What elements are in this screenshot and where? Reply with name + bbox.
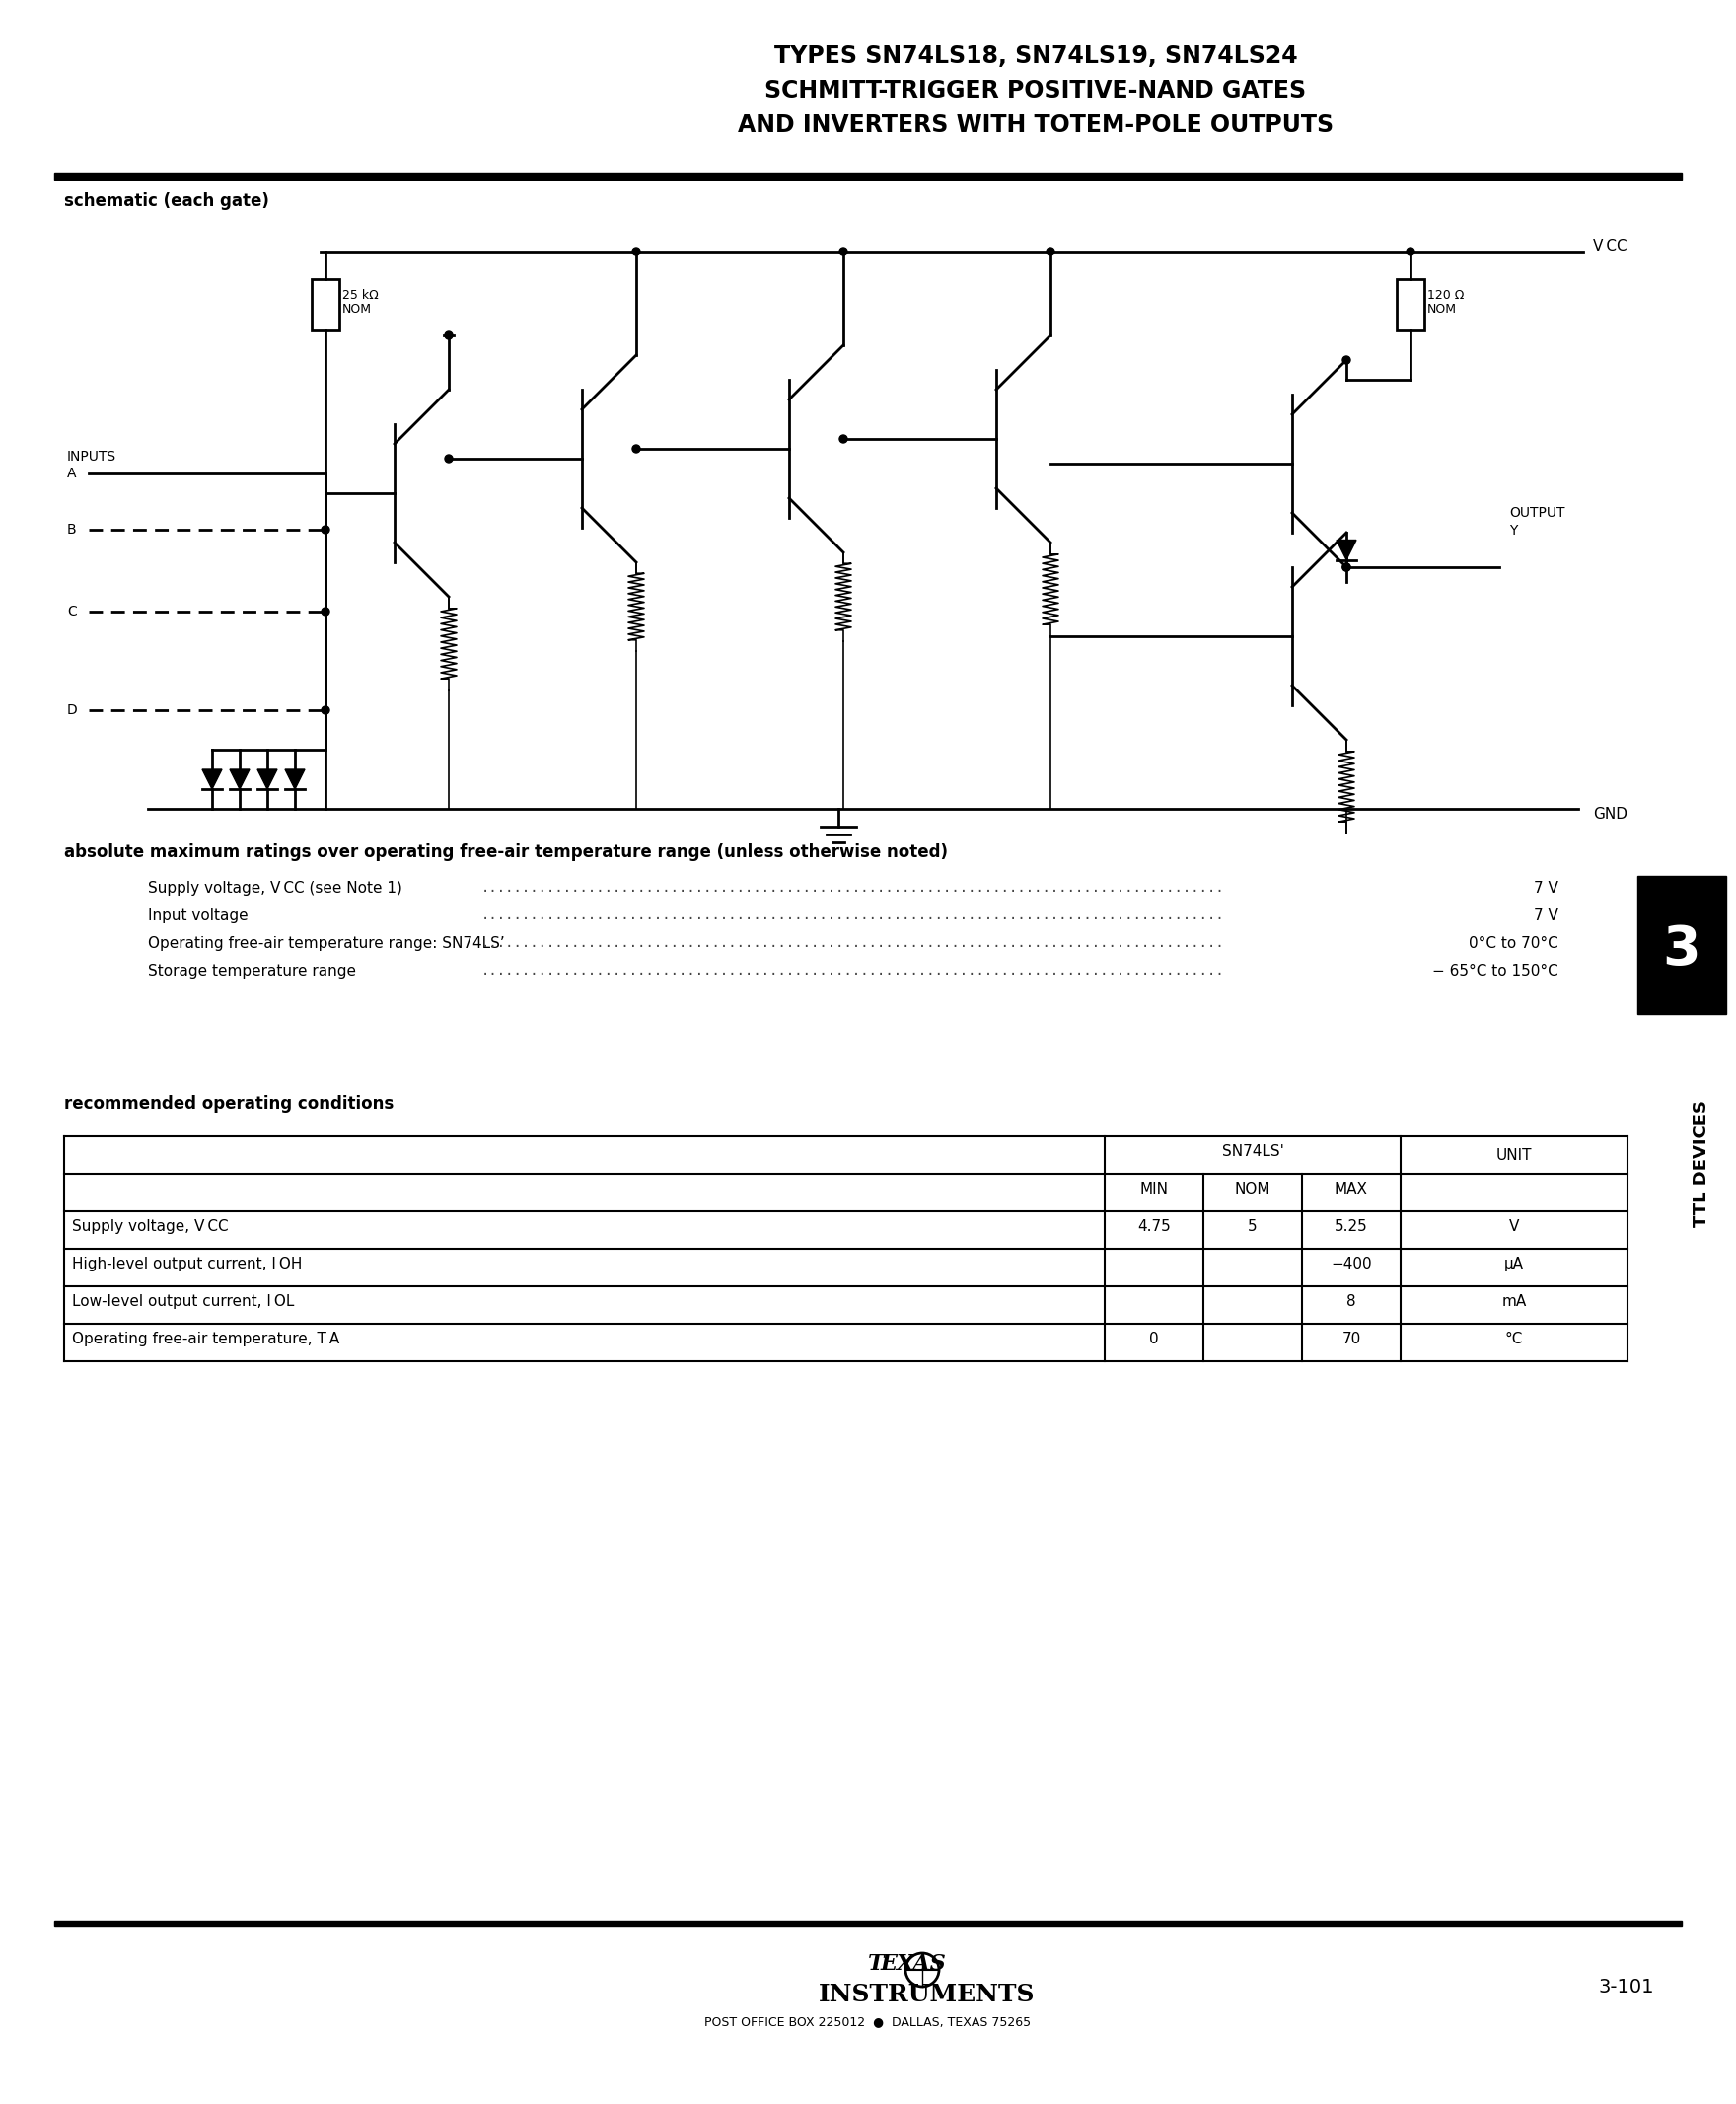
Text: INSTRUMENTS: INSTRUMENTS	[819, 1982, 1035, 2007]
Text: μA: μA	[1503, 1256, 1524, 1271]
Circle shape	[840, 248, 847, 255]
Text: NOM: NOM	[1234, 1182, 1271, 1197]
Text: 4.75: 4.75	[1137, 1218, 1170, 1233]
Polygon shape	[285, 770, 306, 789]
Circle shape	[1342, 356, 1351, 364]
Text: AND INVERTERS WITH TOTEM-POLE OUTPUTS: AND INVERTERS WITH TOTEM-POLE OUTPUTS	[738, 114, 1333, 137]
Text: schematic (each gate): schematic (each gate)	[64, 191, 269, 210]
Text: Operating free-air temperature, T A: Operating free-air temperature, T A	[71, 1332, 340, 1347]
Text: Input voltage: Input voltage	[148, 909, 248, 924]
Circle shape	[1047, 248, 1054, 255]
Text: SCHMITT-TRIGGER POSITIVE-NAND GATES: SCHMITT-TRIGGER POSITIVE-NAND GATES	[766, 80, 1307, 103]
Text: POST OFFICE BOX 225012  ●  DALLAS, TEXAS 75265: POST OFFICE BOX 225012 ● DALLAS, TEXAS 7…	[705, 2016, 1031, 2028]
Text: 7 V: 7 V	[1535, 909, 1559, 924]
Circle shape	[321, 608, 330, 616]
Text: V CC: V CC	[1594, 240, 1627, 255]
Text: Supply voltage, V CC: Supply voltage, V CC	[71, 1218, 229, 1233]
Text: NOM: NOM	[342, 303, 372, 316]
Text: ................................................................................: ........................................…	[481, 882, 1226, 894]
Text: TTL DEVICES: TTL DEVICES	[1693, 1100, 1710, 1227]
Text: Operating free-air temperature range: SN74LS’: Operating free-air temperature range: SN…	[148, 936, 505, 951]
Text: Low-level output current, I OL: Low-level output current, I OL	[71, 1294, 295, 1309]
Polygon shape	[229, 770, 250, 789]
Text: INPUTS: INPUTS	[68, 450, 116, 463]
Circle shape	[1406, 248, 1415, 255]
Circle shape	[632, 248, 641, 255]
Text: EXAS: EXAS	[880, 1953, 946, 1976]
Text: C: C	[68, 604, 76, 619]
Text: MAX: MAX	[1335, 1182, 1368, 1197]
Text: OUTPUT: OUTPUT	[1509, 507, 1564, 520]
Text: SN74LS': SN74LS'	[1222, 1145, 1283, 1159]
Text: 3: 3	[1663, 924, 1701, 976]
Text: Storage temperature range: Storage temperature range	[148, 964, 356, 978]
Polygon shape	[257, 770, 278, 789]
Text: 0: 0	[1149, 1332, 1160, 1347]
Text: recommended operating conditions: recommended operating conditions	[64, 1094, 394, 1113]
Text: T: T	[868, 1953, 884, 1976]
Text: 0°C to 70°C: 0°C to 70°C	[1469, 936, 1559, 951]
Text: °C: °C	[1505, 1332, 1522, 1347]
Text: MIN: MIN	[1141, 1182, 1168, 1197]
Text: ................................................................................: ........................................…	[481, 936, 1226, 949]
Circle shape	[321, 526, 330, 534]
Text: ................................................................................: ........................................…	[481, 964, 1226, 978]
Text: High-level output current, I OH: High-level output current, I OH	[71, 1256, 302, 1271]
Circle shape	[1342, 564, 1351, 570]
Text: V: V	[1509, 1218, 1519, 1233]
Text: 5.25: 5.25	[1335, 1218, 1368, 1233]
Text: 25 kΩ: 25 kΩ	[342, 288, 378, 301]
Text: 3-101: 3-101	[1597, 1978, 1654, 1997]
Circle shape	[840, 436, 847, 444]
Text: Y: Y	[1509, 524, 1517, 539]
Polygon shape	[1337, 541, 1356, 560]
Bar	[312, 280, 339, 330]
Bar	[1637, 875, 1726, 1014]
Text: 5: 5	[1248, 1218, 1257, 1233]
Text: −400: −400	[1332, 1256, 1371, 1271]
Text: D: D	[68, 703, 78, 717]
Text: A: A	[68, 467, 76, 480]
Text: − 65°C to 150°C: − 65°C to 150°C	[1432, 964, 1559, 978]
Circle shape	[321, 707, 330, 713]
Text: TYPES SN74LS18, SN74LS19, SN74LS24: TYPES SN74LS18, SN74LS19, SN74LS24	[774, 44, 1297, 67]
Text: 8: 8	[1347, 1294, 1356, 1309]
Text: Supply voltage, V CC (see Note 1): Supply voltage, V CC (see Note 1)	[148, 882, 403, 896]
Text: ................................................................................: ........................................…	[481, 909, 1226, 922]
Circle shape	[632, 444, 641, 452]
Text: NOM: NOM	[1427, 303, 1457, 316]
Text: UNIT: UNIT	[1496, 1149, 1533, 1164]
Text: B: B	[68, 522, 76, 537]
Circle shape	[1342, 564, 1351, 570]
Bar	[1397, 280, 1424, 330]
Text: 7 V: 7 V	[1535, 882, 1559, 896]
Text: 70: 70	[1342, 1332, 1361, 1347]
Circle shape	[444, 454, 453, 463]
Text: mA: mA	[1502, 1294, 1526, 1309]
Text: 120 Ω: 120 Ω	[1427, 288, 1463, 301]
Polygon shape	[201, 770, 222, 789]
Circle shape	[444, 332, 453, 339]
Text: absolute maximum ratings over operating free-air temperature range (unless other: absolute maximum ratings over operating …	[64, 844, 948, 861]
Bar	[54, 1921, 1682, 1927]
Bar	[54, 173, 1682, 179]
Text: GND: GND	[1594, 806, 1628, 821]
